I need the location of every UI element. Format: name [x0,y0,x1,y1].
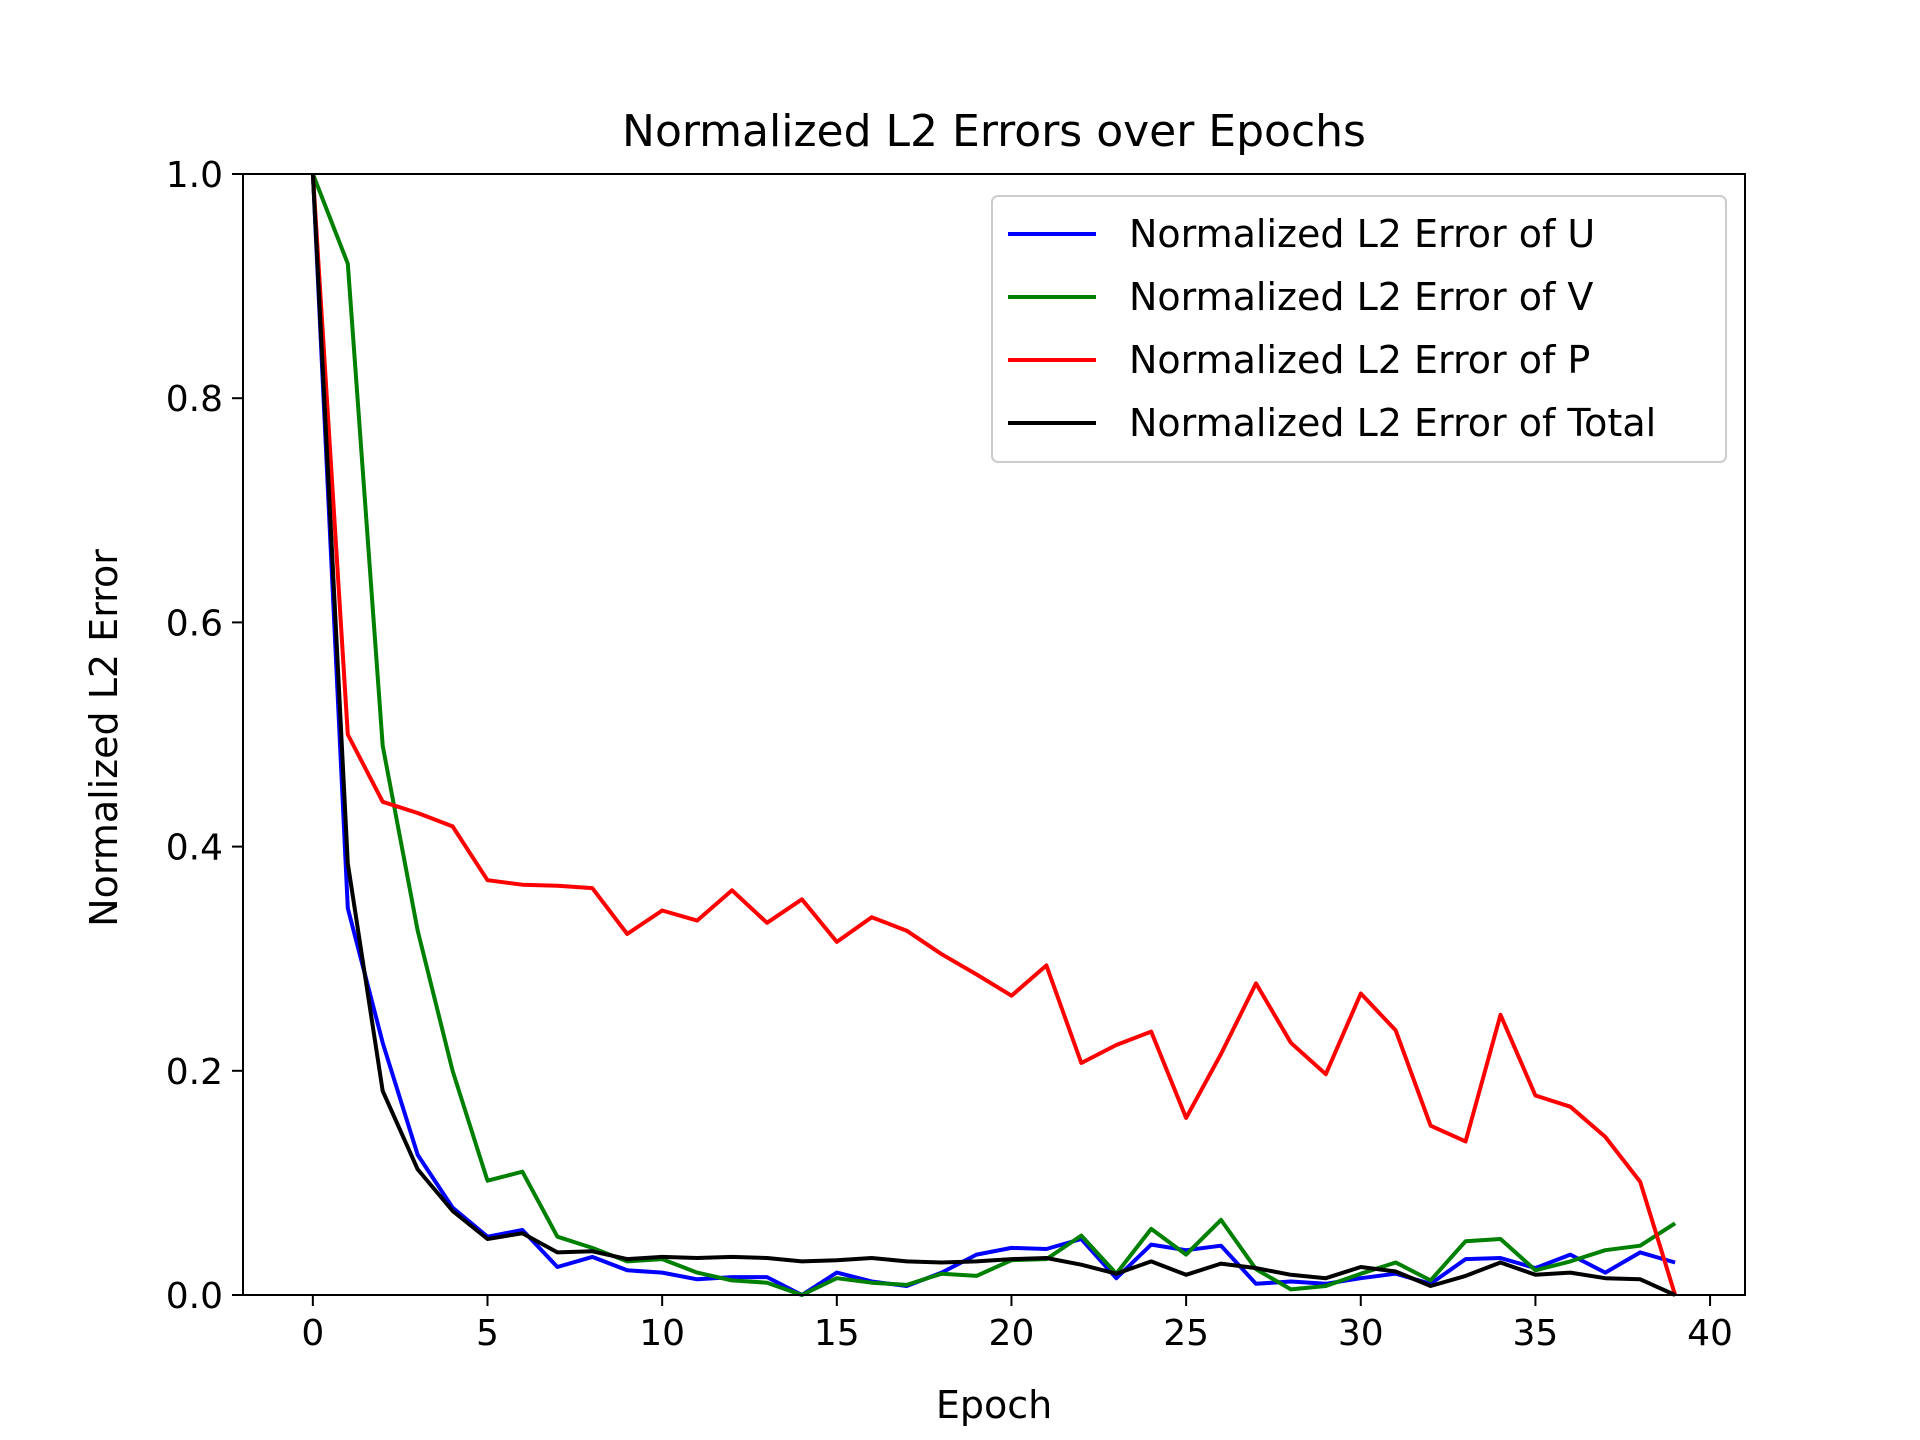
y-tick-label: 0.8 [166,379,223,420]
x-tick-label: 5 [476,1313,499,1354]
chart-title: Normalized L2 Errors over Epochs [622,106,1366,157]
x-tick-label: 0 [301,1313,324,1354]
x-tick-label: 25 [1163,1313,1209,1354]
legend-label-3: Normalized L2 Error of P [1129,338,1590,382]
series-lines [310,173,1678,1297]
legend-label-4: Normalized L2 Error of Total [1129,401,1656,445]
y-tick-label: 0.6 [166,603,223,644]
series-line-2 [311,173,1677,1297]
legend: Normalized L2 Error of U Normalized L2 Er… [991,195,1727,463]
y-tick-label: 1.0 [166,155,223,196]
series-line-1 [310,173,1676,1297]
x-tick-label: 15 [814,1313,860,1354]
series-line-4 [310,173,1676,1297]
x-tick-label: 30 [1338,1313,1384,1354]
x-axis-label: Epoch [936,1383,1052,1427]
x-tick-label: 10 [639,1313,685,1354]
y-tick-label: 0.4 [166,828,223,869]
legend-box [991,195,1727,463]
legend-label-1: Normalized L2 Error of U [1129,212,1595,256]
y-axis-label: Normalized L2 Error [82,549,126,927]
legend-label-2: Normalized L2 Error of V [1129,275,1593,319]
y-tick-label: 0.0 [166,1276,223,1317]
x-tick-label: 40 [1687,1313,1733,1354]
x-tick-label: 20 [989,1313,1035,1354]
series-line-3 [310,173,1678,1296]
plot-area: 0 5 10 15 20 25 30 35 40 0.0 0.2 0.4 0.6 0.8 1.0 [166,155,1746,1354]
axes-frame [242,173,1746,1296]
y-tick-label: 0.2 [166,1052,223,1093]
x-tick-label: 35 [1513,1313,1559,1354]
